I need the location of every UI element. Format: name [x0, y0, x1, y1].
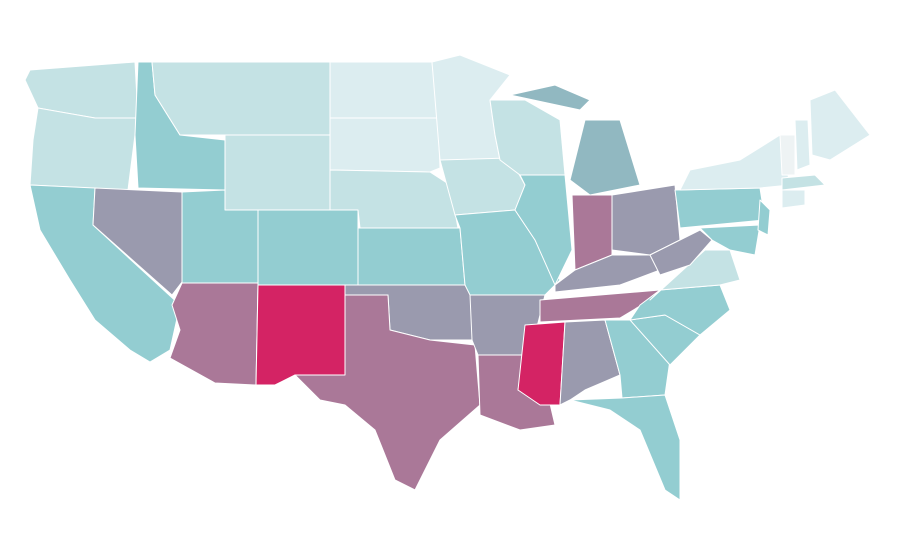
state: [699, 224, 761, 256]
state: [329, 61, 439, 119]
state: [224, 134, 331, 211]
state: [554, 254, 661, 293]
state: [611, 184, 681, 256]
state: [257, 209, 359, 286]
state: [569, 394, 681, 501]
state: [169, 282, 259, 386]
state: [674, 187, 766, 229]
state: [679, 134, 791, 191]
state: [92, 187, 183, 296]
state: [357, 227, 466, 286]
state: [509, 84, 641, 196]
state: [29, 107, 139, 191]
state: [809, 89, 871, 161]
state: [539, 289, 661, 323]
state: [794, 119, 811, 171]
state: [294, 294, 481, 491]
state: [781, 189, 806, 209]
state: [329, 117, 441, 173]
state: [779, 134, 796, 176]
state: [514, 174, 573, 286]
state: [517, 321, 566, 406]
state: [781, 174, 826, 191]
state: [757, 199, 771, 236]
state: [649, 249, 741, 301]
state: [629, 284, 731, 336]
state: [151, 61, 331, 136]
state: [255, 284, 346, 386]
